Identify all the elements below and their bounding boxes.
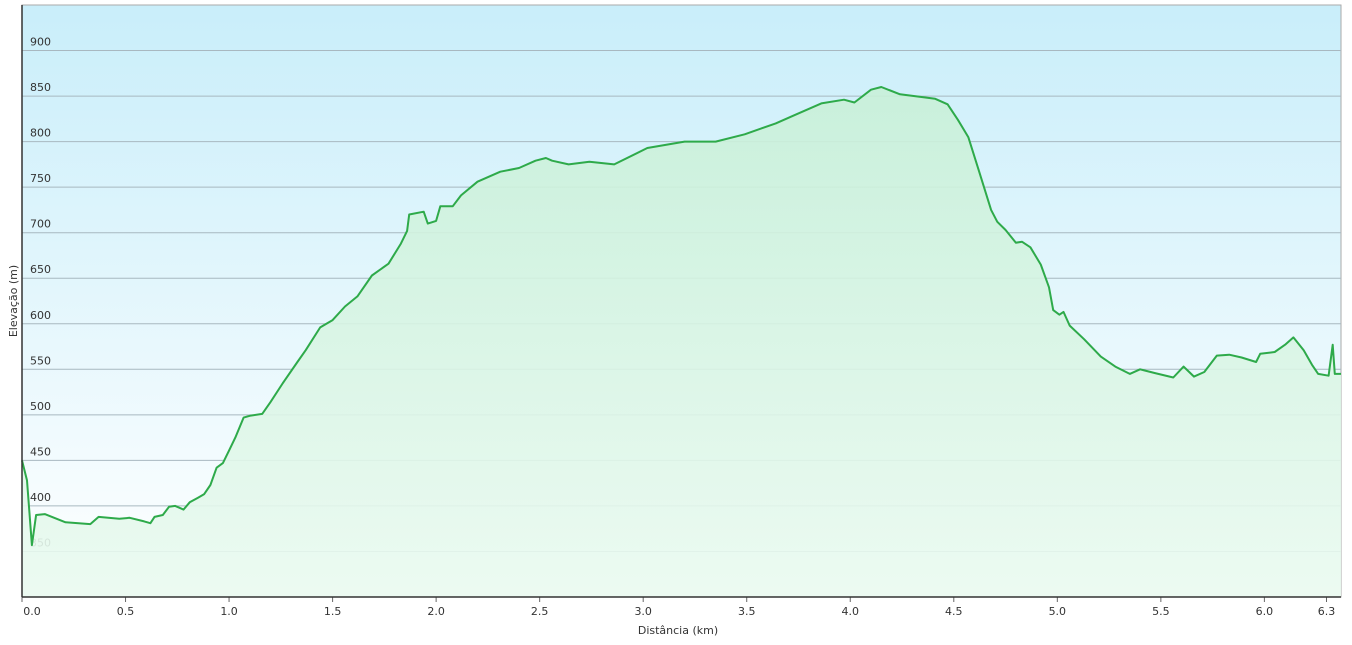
x-axis-label: Distância (km): [638, 624, 718, 637]
y-tick-label: 550: [30, 354, 51, 367]
x-tick-label: 5.5: [1152, 605, 1170, 618]
x-tick-label: 1.0: [220, 605, 238, 618]
line: [21, 86, 1341, 547]
y-tick-label: 750: [30, 172, 51, 185]
y-axis-label: Elevação (m): [7, 265, 20, 337]
x-tick-label: 0.5: [117, 605, 135, 618]
y-tick-label: 800: [30, 127, 51, 140]
y-tick-label: 900: [30, 36, 51, 49]
x-tick-label: 6.0: [1256, 605, 1274, 618]
x-tick-label: 5.0: [1049, 605, 1067, 618]
x-tick-label: 3.0: [634, 605, 652, 618]
x-tick-label: 0.0: [23, 605, 41, 618]
y-tick-label: 600: [30, 309, 51, 322]
x-tick-label: 6.3: [1318, 605, 1336, 618]
x-tick-label: 1.5: [324, 605, 342, 618]
y-tick-label: 700: [30, 218, 51, 231]
x-tick-label: 4.5: [945, 605, 963, 618]
x-tick-label: 3.5: [738, 605, 756, 618]
x-tick-label: 4.0: [842, 605, 860, 618]
y-tick-label: 850: [30, 81, 51, 94]
y-tick-label: 450: [30, 445, 51, 458]
x-tick-label: 2.5: [531, 605, 549, 618]
area: [22, 87, 1341, 597]
y-tick-label: 500: [30, 400, 51, 413]
y-tick-label: 650: [30, 263, 51, 276]
y-tick-label: 400: [30, 491, 51, 504]
x-tick-label: 2.0: [427, 605, 445, 618]
